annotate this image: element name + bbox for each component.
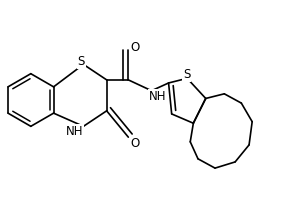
Text: S: S	[183, 68, 190, 81]
Text: S: S	[78, 55, 85, 68]
Text: O: O	[130, 137, 140, 150]
Text: O: O	[130, 41, 140, 54]
Text: NH: NH	[149, 90, 166, 103]
Text: NH: NH	[65, 125, 83, 138]
